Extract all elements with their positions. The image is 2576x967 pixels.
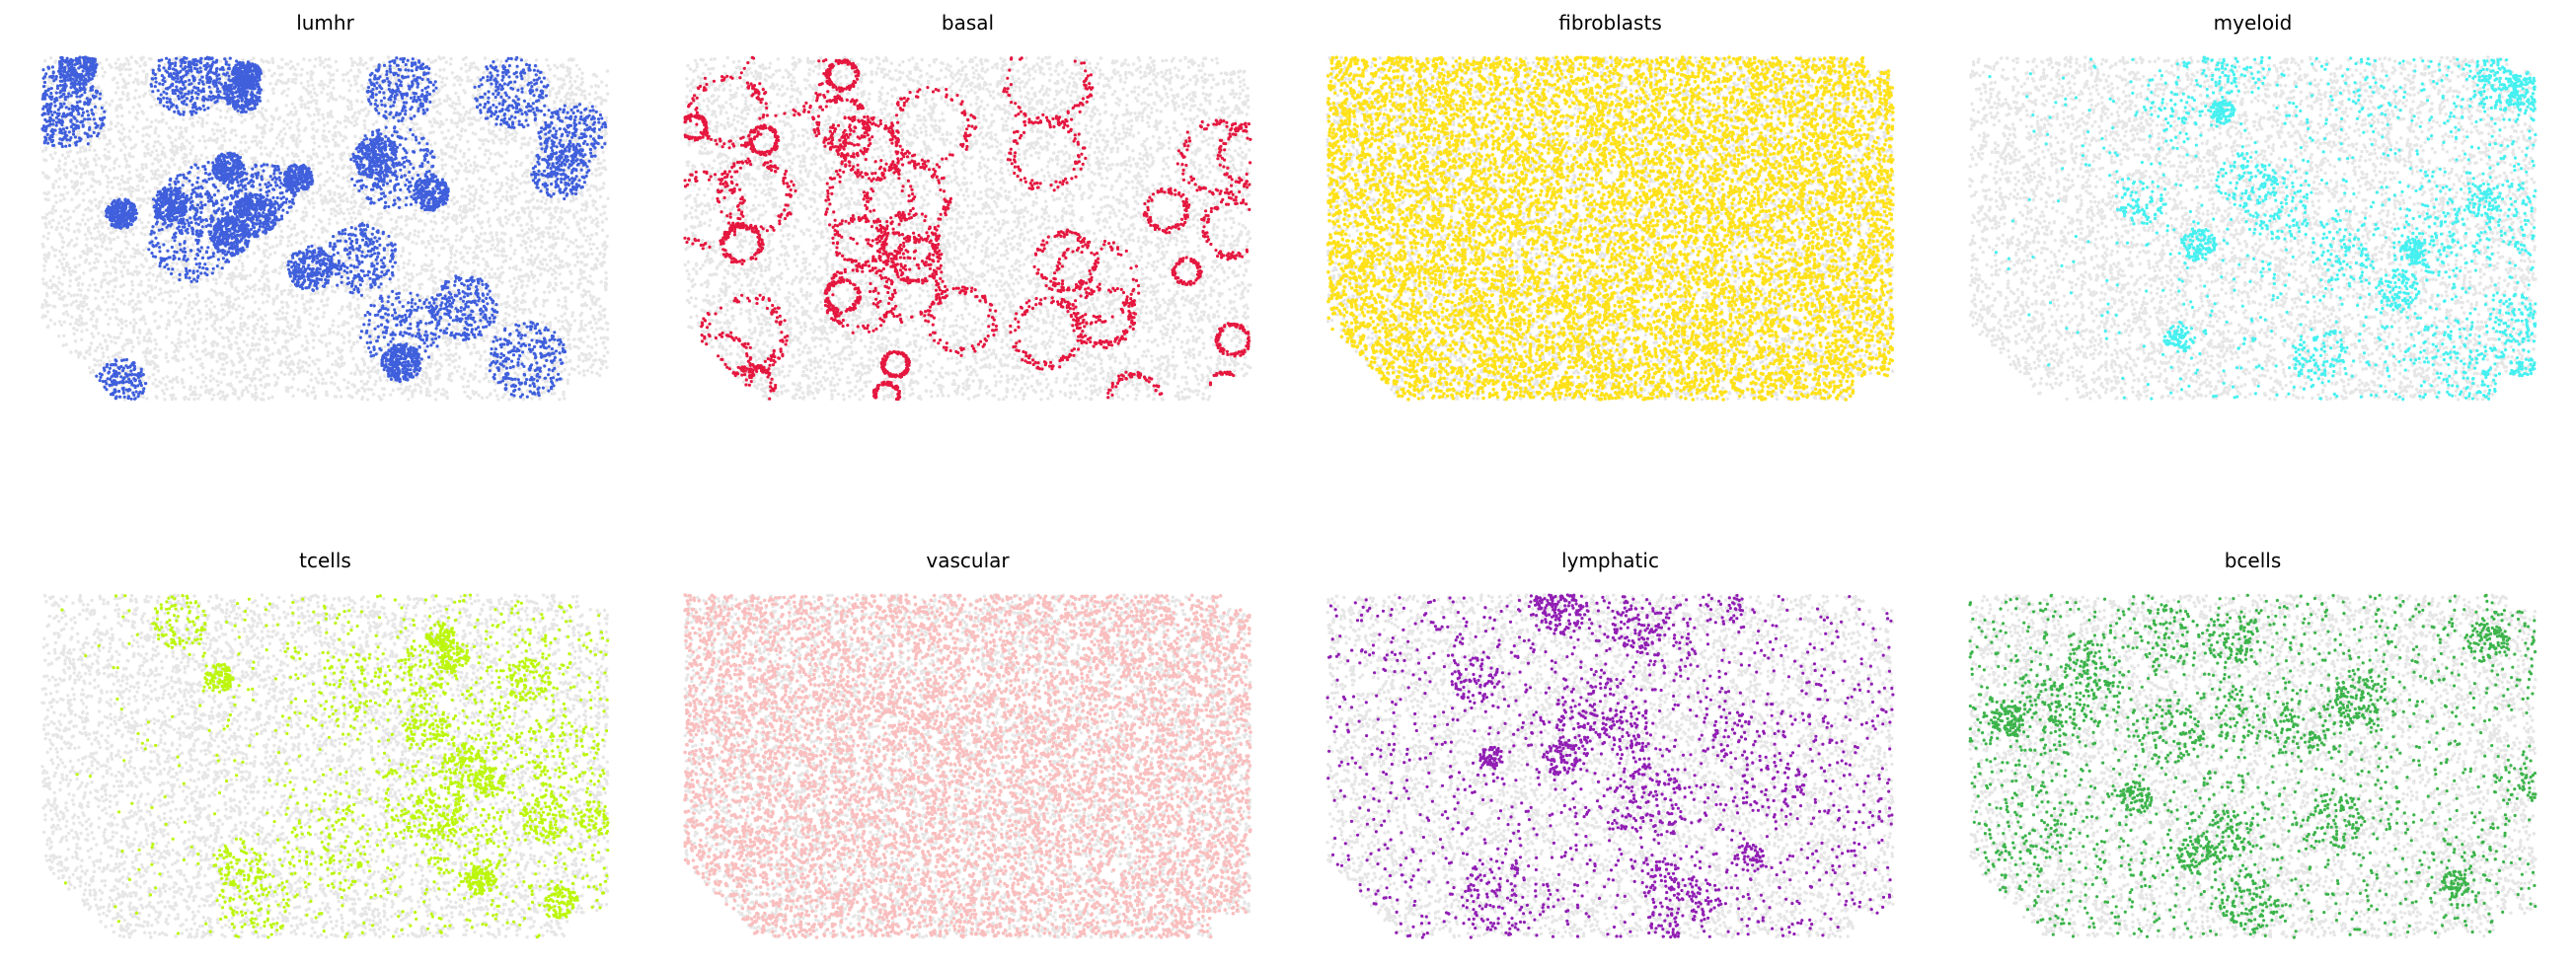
panel-title: tcells: [299, 549, 351, 572]
tissue-cells: [1326, 593, 1895, 939]
panel: [1968, 55, 2538, 402]
panel-title: fibroblasts: [1558, 11, 1662, 35]
panel: [1326, 55, 1895, 402]
panel-title: myeloid: [2214, 11, 2293, 35]
panel: [1326, 593, 1895, 939]
panel-title: basal: [942, 11, 994, 35]
cell-type-cells: [1326, 593, 1895, 939]
cell-type-cells: [1326, 55, 1895, 402]
tissue-cells: [1968, 55, 2538, 402]
tissue-cells: [683, 55, 1252, 402]
cell-type-cells: [1988, 55, 2538, 402]
tissue-cells: [40, 55, 610, 402]
cell-type-cells: [40, 55, 608, 401]
panel-title: bcells: [2225, 549, 2282, 572]
panel: [40, 593, 610, 939]
panel: [40, 55, 610, 402]
panel-title: vascular: [926, 549, 1010, 572]
tissue-cells: [1968, 593, 2538, 939]
panel: [1968, 593, 2538, 939]
cell-type-cells: [683, 55, 1252, 402]
panel-title: lumhr: [296, 11, 354, 35]
panel: [683, 55, 1252, 402]
panel: [683, 593, 1252, 939]
tissue-cells: [40, 593, 610, 939]
cell-type-cells: [683, 593, 1252, 939]
panel-title: lymphatic: [1561, 549, 1659, 572]
tissue-cells: [1326, 55, 1895, 402]
